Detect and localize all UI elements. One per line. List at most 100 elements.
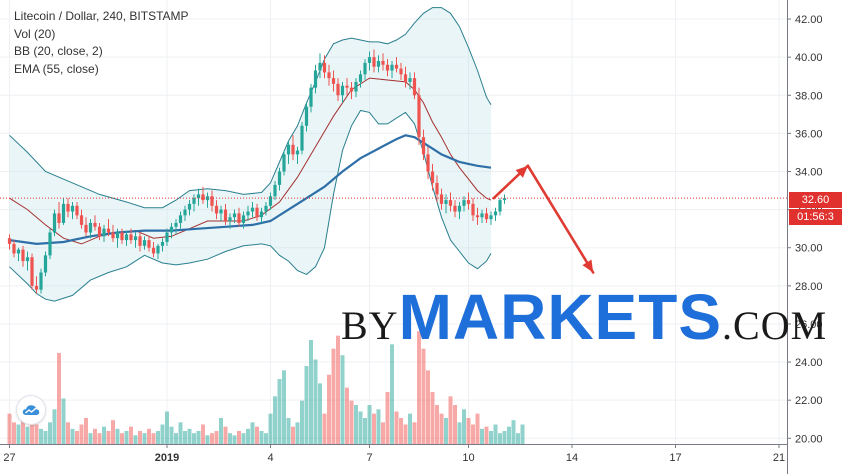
volume-bar (273, 396, 277, 444)
volume-bar (79, 424, 84, 444)
volume-bar (295, 422, 300, 444)
volume-bar (268, 413, 273, 444)
volume-bar (210, 433, 214, 444)
volume-bar (453, 405, 457, 444)
candle-up (115, 232, 120, 239)
volume-bar (309, 340, 313, 444)
candle-up (169, 226, 174, 233)
volume-bar (520, 424, 525, 444)
watermark-by: BY (341, 303, 399, 348)
volume-bar (259, 431, 264, 444)
forecast-arrow-line (526, 164, 595, 274)
time-tick-label: 27 (3, 452, 15, 464)
candle-down (399, 68, 403, 75)
candle-up (250, 207, 255, 212)
bollinger-fill (9, 7, 491, 302)
symbol-title[interactable]: Litecoin / Dollar, 240, BITSTAMP (14, 9, 189, 23)
time-tick-label: 14 (566, 452, 578, 464)
candle-up (52, 213, 57, 233)
candle-down (147, 240, 151, 248)
candle-up (502, 198, 507, 201)
volume-bar (106, 431, 111, 444)
ema-indicator-label[interactable]: EMA (55, close) (14, 61, 99, 76)
candle-down (75, 205, 79, 216)
candle-up (376, 60, 381, 67)
candle-down (372, 57, 376, 67)
candle-up (462, 200, 466, 206)
candle-up (268, 196, 273, 206)
volume-bar (7, 413, 12, 444)
volume-bar (421, 348, 426, 444)
candle-down (331, 78, 336, 84)
price-tick-label: 30.00 (795, 243, 823, 255)
tradingview-cloud-icon[interactable] (17, 396, 45, 424)
candle-down (30, 257, 34, 286)
volume-bar (403, 424, 408, 444)
candle-down (394, 64, 399, 69)
candle-down (223, 209, 228, 222)
candles (7, 49, 507, 294)
volume-bar (129, 426, 133, 444)
candle-up (232, 213, 237, 218)
volume-bar (462, 409, 466, 444)
volume-bar (358, 411, 363, 444)
volume-bar (493, 424, 498, 444)
volume-bar (151, 433, 156, 444)
candle-up (246, 211, 250, 216)
candle-up (88, 222, 93, 233)
candle-up (282, 154, 286, 172)
candle-up (318, 62, 322, 71)
volume-bar (115, 428, 120, 444)
volume-bar (111, 420, 115, 444)
candle-down (151, 247, 156, 254)
volume-bar (237, 431, 241, 444)
volume-bar (426, 370, 430, 444)
candle-down (93, 222, 97, 227)
candle-up (156, 245, 160, 254)
candle-up (264, 205, 268, 212)
candle-down (21, 249, 25, 262)
candle-down (34, 285, 39, 290)
volume-bar (156, 431, 160, 444)
bymarkets-watermark: BYMARKETS.COM (341, 285, 827, 349)
volume-bar (381, 422, 385, 444)
volume-bar (57, 353, 61, 444)
candle-down (106, 228, 111, 233)
price-tick-label: 34.00 (795, 167, 823, 179)
volume-bar (48, 422, 52, 444)
candle-down (120, 232, 124, 241)
price-tick-label: 28.00 (795, 281, 823, 293)
candle-up (219, 209, 223, 214)
candle-up (300, 125, 304, 151)
volume-bar (250, 422, 255, 444)
candle-up (241, 215, 246, 223)
volume-bar (304, 366, 309, 444)
volume-bar (232, 435, 237, 444)
candle-up (273, 184, 277, 197)
volume-bar (223, 426, 228, 444)
volume-bar (246, 428, 250, 444)
candle-down (435, 182, 439, 195)
time-tick-label: 2019 (155, 452, 179, 464)
candle-down (336, 83, 340, 96)
volume-bar (124, 431, 129, 444)
candle-up (43, 255, 48, 273)
volume-indicator-label[interactable]: Vol (20) (14, 26, 56, 41)
volume-bar (282, 370, 286, 444)
candle-up (363, 62, 367, 75)
volume-bar (21, 420, 25, 444)
volume-bar (165, 411, 169, 444)
candle-down (66, 203, 70, 212)
candle-up (192, 198, 196, 204)
volume-bar (25, 426, 30, 444)
volume-bar (39, 428, 43, 444)
bollinger-indicator-label[interactable]: BB (20, close, 2) (14, 44, 103, 58)
watermark-com: .COM (722, 303, 828, 348)
candle-up (277, 171, 282, 185)
volume-bar (435, 405, 439, 444)
volume-bar (516, 433, 520, 444)
candle-down (201, 194, 205, 201)
volume-bar (331, 348, 336, 444)
